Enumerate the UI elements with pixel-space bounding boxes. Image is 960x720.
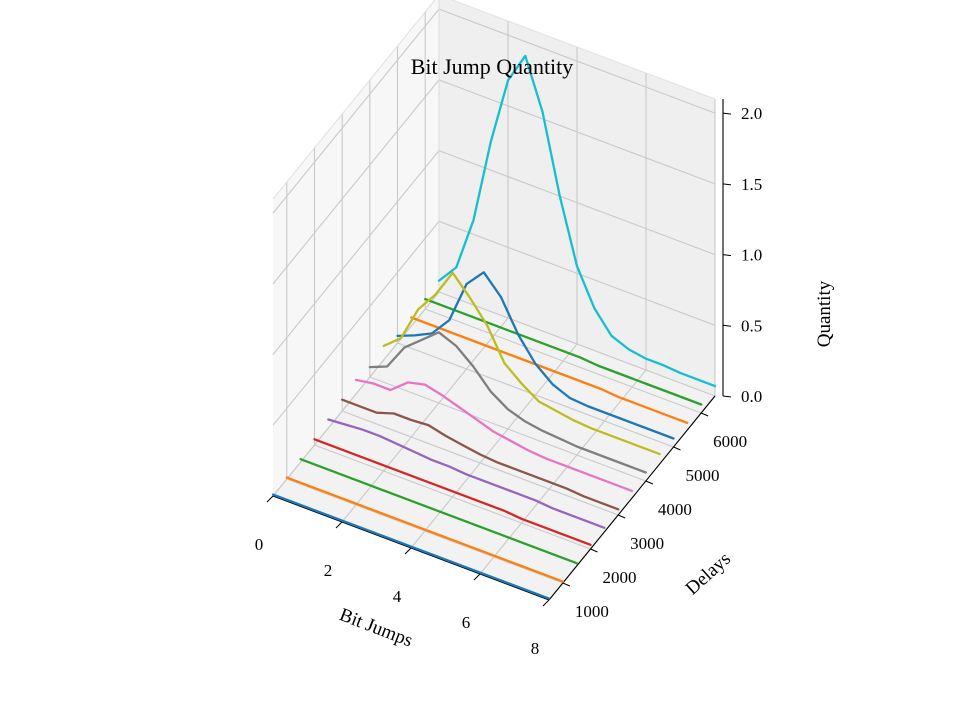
x-tick-label: 4 (393, 587, 402, 606)
x-tick (404, 547, 412, 555)
y-tick (645, 480, 654, 485)
z-tick-label: 1.5 (741, 175, 762, 194)
series-line (299, 458, 578, 565)
y-tick-label: 4000 (658, 500, 692, 519)
y-tick (700, 412, 709, 417)
series-line (437, 54, 717, 388)
z-tick (722, 183, 732, 186)
x-tick-label: 0 (255, 535, 264, 554)
y-tick-label: 5000 (686, 466, 720, 485)
z-tick (722, 112, 732, 115)
series-line (354, 378, 634, 493)
tick-marks (266, 112, 732, 607)
series-line (396, 271, 675, 440)
series-lines (271, 54, 717, 600)
z-tick (722, 254, 732, 257)
series-line (313, 438, 592, 546)
series-line (410, 316, 689, 425)
series-line (285, 476, 564, 583)
y-tick-label: 2000 (603, 568, 637, 587)
y-tick-label: 1000 (575, 602, 609, 621)
series-line (341, 398, 620, 511)
y-axis-label: Delays (682, 548, 735, 599)
z-tick-label: 0.0 (741, 387, 762, 406)
axis-lines (272, 0, 724, 601)
z-tick (722, 324, 732, 327)
x-tick (335, 521, 343, 529)
pane-top-edge (272, 0, 716, 200)
chart-title: Bit Jump Quantity (411, 54, 574, 79)
y-tick-label: 3000 (630, 534, 664, 553)
z-tick-label: 2.0 (741, 104, 762, 123)
y-tick (590, 548, 598, 553)
y-tick (617, 514, 626, 519)
y-tick (673, 446, 681, 451)
series-line (368, 331, 647, 474)
y-tick (562, 582, 571, 587)
y-tick-label: 6000 (713, 432, 747, 451)
x-tick (473, 573, 481, 581)
series-line (424, 297, 703, 406)
x-tick (266, 495, 274, 503)
x-tick-label: 8 (531, 639, 540, 658)
z-tick (722, 395, 732, 398)
series-line (382, 271, 661, 456)
x-axis-label: Bit Jumps (336, 604, 415, 651)
z-tick-label: 0.5 (741, 316, 762, 335)
series-line (271, 493, 551, 600)
z-tick-label: 1.0 (741, 246, 762, 265)
series-line (327, 418, 606, 529)
x-tick (542, 599, 550, 607)
y-axis-line (548, 395, 716, 601)
z-axis-label: Quantity (814, 280, 835, 347)
x-tick-label: 6 (462, 613, 471, 632)
tick-labels: 0 2 4 6 8 1000 2000 3000 4000 5000 6000 0.0 0.5 1.0 1.… (255, 104, 763, 658)
x-tick-label: 2 (324, 561, 333, 580)
